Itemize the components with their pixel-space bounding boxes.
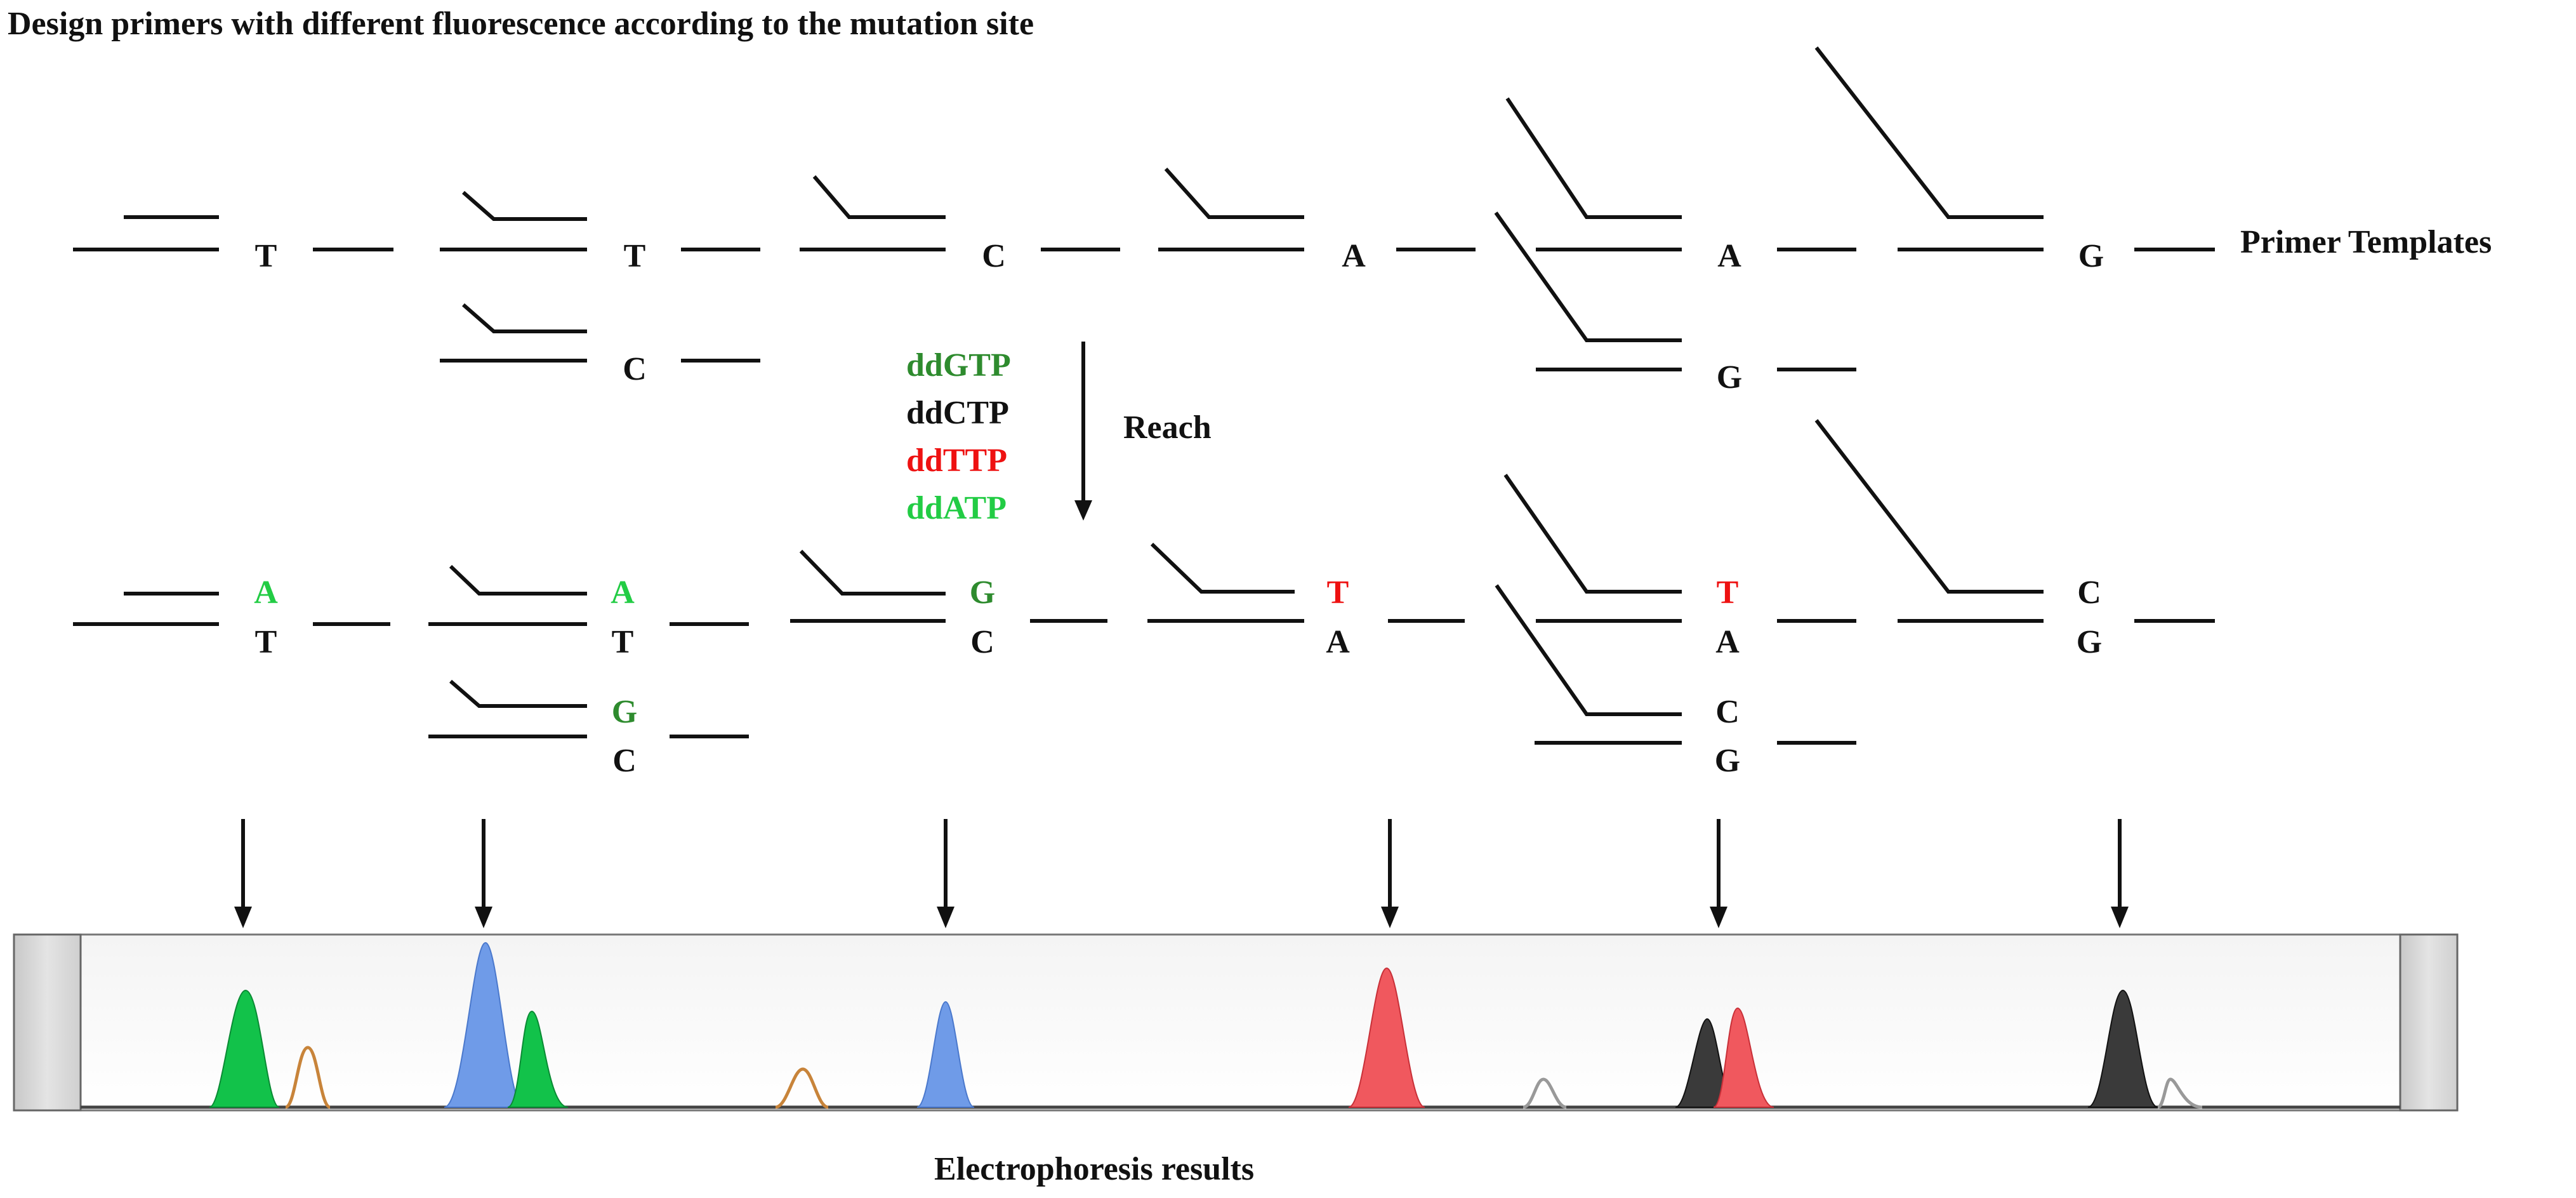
added-base: C — [1715, 694, 1740, 730]
template-base: T — [255, 624, 277, 660]
template-base: C — [982, 238, 1006, 274]
peak-gray-small — [1522, 1077, 1567, 1109]
peak-green — [209, 989, 280, 1108]
added-base: G — [970, 575, 995, 611]
down-arrow-icon — [1710, 819, 1727, 928]
figure-title: Design primers with different fluorescen… — [8, 6, 1034, 42]
ddntp-ddatp: ddATP — [906, 490, 1007, 526]
reach-label: Reach — [1123, 409, 1212, 446]
template-base: G — [1715, 743, 1740, 779]
peak-black — [2087, 989, 2158, 1108]
peak-blue — [916, 1001, 975, 1108]
peak-red — [1713, 1007, 1774, 1108]
electrophoresis-results-label: Electrophoresis results — [934, 1151, 1254, 1187]
ddntp-ddgtp: ddGTP — [906, 347, 1011, 383]
down-arrow-icon — [1381, 819, 1399, 928]
added-base: A — [611, 575, 635, 611]
template-base: C — [623, 351, 647, 387]
template-base: A — [1342, 238, 1366, 274]
peak-green — [507, 1010, 569, 1108]
template-base: C — [970, 624, 994, 660]
down-arrow-icon — [234, 819, 252, 928]
template-base: T — [624, 238, 646, 274]
electropherogram-peaks — [209, 942, 2203, 1109]
added-bases-row1: A A G T T C — [254, 575, 2101, 611]
added-bases-row2: G C — [612, 694, 1740, 730]
template-base: A — [1326, 624, 1350, 660]
peak-blue — [444, 942, 524, 1108]
template-bases-row1: T T C A A G — [255, 238, 2104, 274]
down-arrows — [234, 819, 2129, 928]
template-base: T — [255, 238, 277, 274]
template-base: T — [612, 624, 634, 660]
peak-gray-small — [2157, 1077, 2203, 1109]
down-arrow-icon — [475, 819, 492, 928]
template-base: A — [1715, 624, 1740, 660]
template-base: C — [612, 743, 637, 779]
added-base: T — [1717, 575, 1739, 611]
reach-arrow — [1074, 342, 1092, 521]
added-base: C — [2077, 575, 2101, 611]
down-arrow-icon — [937, 819, 954, 928]
peak-orange-small — [775, 1067, 829, 1109]
ddntp-ddttp: ddTTP — [906, 443, 1007, 479]
template-base: G — [2077, 624, 2102, 660]
peak-red — [1348, 967, 1425, 1108]
result-template-bases-row1: T T C A A G — [255, 624, 2103, 660]
added-base: T — [1327, 575, 1349, 611]
primer-templates-label: Primer Templates — [2240, 224, 2492, 260]
template-base: G — [1717, 359, 1742, 396]
template-base: A — [1717, 238, 1741, 274]
electrophoresis-panel — [13, 933, 2459, 1112]
down-arrow-icon — [2111, 819, 2129, 928]
added-base: G — [612, 694, 637, 730]
ddntp-ddctp: ddCTP — [906, 395, 1009, 431]
result-template-bases-row2: C G — [612, 743, 1740, 779]
template-bases-row2: C G — [623, 351, 1742, 396]
primer-templates-stage — [73, 46, 2215, 371]
added-base: A — [254, 575, 278, 611]
template-base: G — [2078, 238, 2104, 274]
extension-results-stage — [73, 419, 2215, 745]
peak-orange-small — [284, 1046, 331, 1109]
ddntp-list: ddGTP ddCTP ddTTP ddATP — [906, 347, 1011, 526]
